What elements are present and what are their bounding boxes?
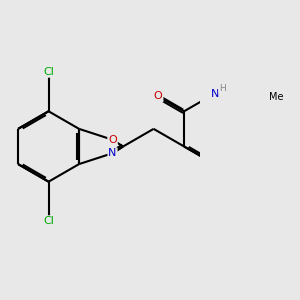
Text: N: N [108, 148, 117, 158]
Text: O: O [154, 91, 163, 101]
Text: H: H [219, 84, 226, 93]
Text: O: O [108, 135, 117, 145]
Text: Me: Me [269, 92, 284, 102]
Text: Cl: Cl [43, 216, 54, 226]
Text: N: N [210, 89, 219, 99]
Text: Cl: Cl [43, 67, 54, 77]
